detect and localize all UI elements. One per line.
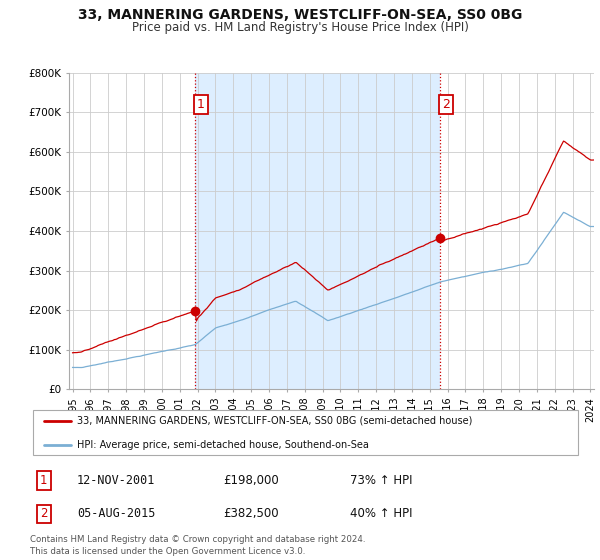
Text: 33, MANNERING GARDENS, WESTCLIFF-ON-SEA, SS0 0BG: 33, MANNERING GARDENS, WESTCLIFF-ON-SEA,… (78, 8, 522, 22)
Text: HPI: Average price, semi-detached house, Southend-on-Sea: HPI: Average price, semi-detached house,… (77, 440, 369, 450)
Text: 1: 1 (40, 474, 47, 487)
Text: 12-NOV-2001: 12-NOV-2001 (77, 474, 155, 487)
FancyBboxPatch shape (33, 410, 578, 455)
Text: 05-AUG-2015: 05-AUG-2015 (77, 507, 155, 520)
Text: £198,000: £198,000 (223, 474, 279, 487)
Text: Price paid vs. HM Land Registry's House Price Index (HPI): Price paid vs. HM Land Registry's House … (131, 21, 469, 34)
Text: Contains HM Land Registry data © Crown copyright and database right 2024.
This d: Contains HM Land Registry data © Crown c… (30, 535, 365, 556)
Text: 2: 2 (442, 98, 449, 111)
Text: £382,500: £382,500 (223, 507, 279, 520)
Text: 73% ↑ HPI: 73% ↑ HPI (350, 474, 413, 487)
Text: 1: 1 (197, 98, 205, 111)
Text: 40% ↑ HPI: 40% ↑ HPI (350, 507, 413, 520)
Text: 2: 2 (40, 507, 47, 520)
Text: 33, MANNERING GARDENS, WESTCLIFF-ON-SEA, SS0 0BG (semi-detached house): 33, MANNERING GARDENS, WESTCLIFF-ON-SEA,… (77, 416, 472, 426)
Bar (195, 73, 440, 389)
